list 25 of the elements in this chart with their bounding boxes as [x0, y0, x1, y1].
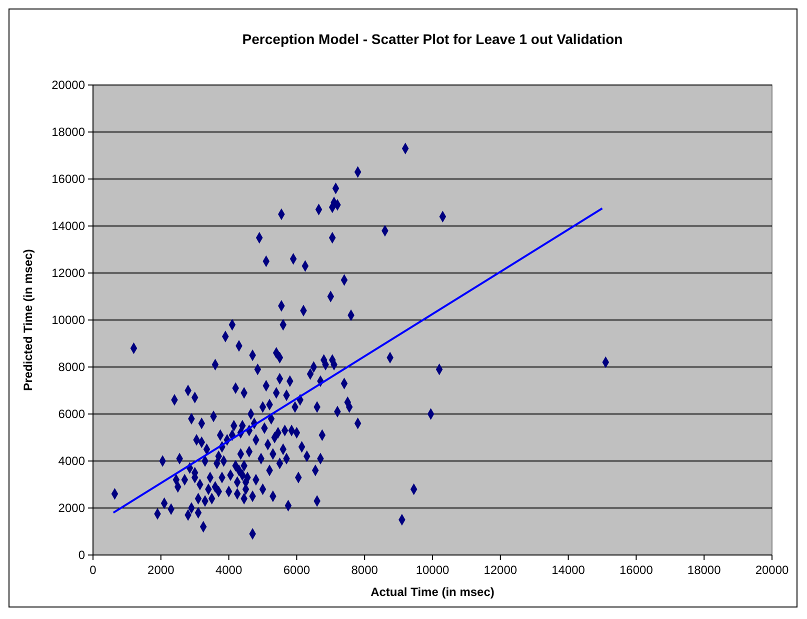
x-tick-label: 14000	[552, 563, 586, 577]
y-axis-title: Predicted Time (in msec)	[21, 249, 35, 391]
y-tick-label: 8000	[58, 360, 86, 374]
x-tick-label: 16000	[620, 563, 654, 577]
x-tick-label: 2000	[148, 563, 175, 577]
y-tick-label: 16000	[52, 172, 86, 186]
y-tick-label: 14000	[52, 219, 86, 234]
x-axis-title: Actual Time (in msec)	[370, 585, 494, 599]
y-tick-label: 6000	[58, 407, 86, 422]
x-tick-label: 12000	[484, 563, 518, 577]
x-tick-label: 10000	[416, 563, 450, 577]
chart-title: Perception Model - Scatter Plot for Leave 1 out Validation	[242, 31, 623, 47]
y-tick-label: 12000	[52, 266, 86, 280]
y-tick-label: 2000	[58, 501, 86, 516]
y-tick-label: 20000	[52, 78, 86, 92]
x-tick-label: 0	[90, 563, 97, 577]
y-tick-label: 4000	[58, 454, 86, 468]
y-tick-label: 0	[78, 548, 86, 562]
y-tick-label: 18000	[52, 125, 86, 140]
x-tick-label: 18000	[687, 563, 722, 577]
y-tick-label: 10000	[52, 313, 86, 328]
x-tick-label: 20000	[755, 563, 790, 577]
x-tick-label: 4000	[215, 563, 242, 577]
x-tick-label: 6000	[283, 563, 310, 577]
x-tick-label: 8000	[351, 563, 378, 577]
